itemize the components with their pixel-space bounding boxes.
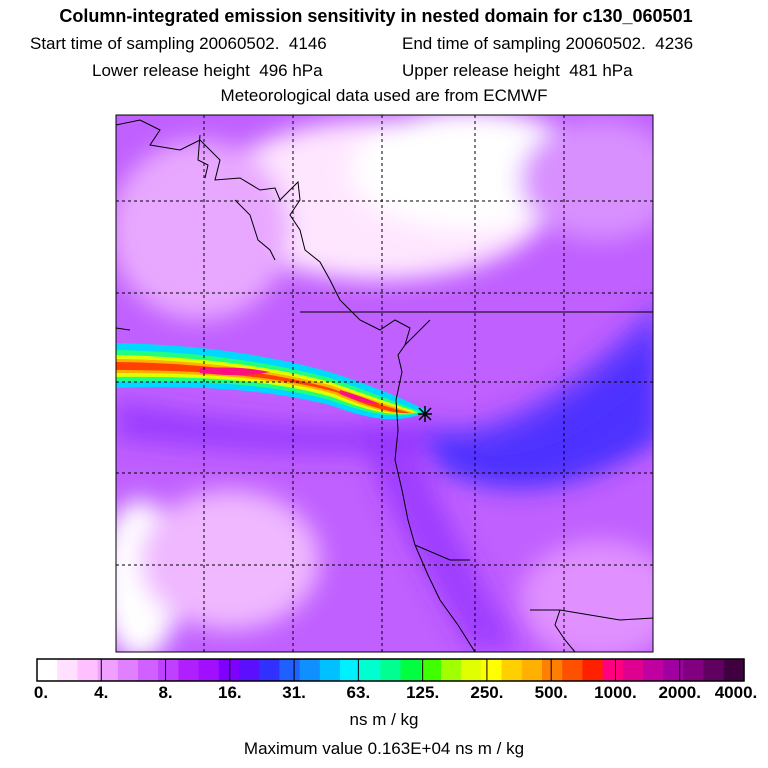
colorbar-swatch [299, 659, 321, 681]
colorbar-swatch [178, 659, 200, 681]
colorbar-swatch [380, 659, 402, 681]
colorbar-swatch [117, 659, 139, 681]
colorbar-tick-label: 8. [158, 683, 173, 702]
colorbar-swatch [461, 659, 482, 681]
colorbar-swatch [602, 659, 624, 681]
colorbar-tick-label: 31. [282, 683, 306, 702]
plume [116, 343, 432, 422]
colorbar-tick-label: 16. [217, 683, 242, 702]
colorbar-tick-label: 63. [346, 683, 371, 702]
colorbar-swatch [703, 659, 725, 681]
upper-release-label: Upper release height 481 hPa [402, 61, 633, 80]
start-time-label: Start time of sampling 20060502. 4146 [30, 34, 327, 53]
chart-title: Column-integrated emission sensitivity i… [59, 6, 693, 26]
units-label: ns m / kg [349, 710, 419, 729]
map-frame [115, 114, 654, 653]
colorbar-swatch [521, 659, 543, 681]
colorbar-swatch [683, 659, 705, 681]
colorbar-tick-label: 0. [33, 683, 49, 702]
colorbar-swatch [319, 659, 341, 681]
colorbar-frame [36, 658, 745, 682]
end-time-label: End time of sampling 20060502. 4236 [402, 34, 694, 53]
colorbar-tick-label: 4. [94, 683, 109, 702]
colorbar-tick-label: 1000. [594, 683, 637, 702]
colorbar-swatch [239, 659, 260, 681]
colorbar-tick-label: 125. [406, 683, 440, 702]
colorbar-swatch [420, 659, 442, 681]
colorbar-swatch [279, 659, 301, 681]
colorbar-swatch [138, 659, 159, 681]
colorbar-swatch [643, 659, 664, 681]
met-data-label: Meteorological data used are from ECMWF [220, 86, 548, 105]
colorbar-tick-label: 250. [470, 683, 504, 702]
colorbar-swatch [481, 659, 503, 681]
colorbar-swatch [542, 659, 563, 681]
max-value-label: Maximum value 0.163E+04 ns m / kg [243, 739, 525, 758]
colorbar-swatch [259, 659, 280, 681]
colorbar-swatch [562, 659, 583, 681]
colorbar-swatch [97, 659, 119, 681]
colorbar-swatch [77, 659, 99, 681]
colorbar-tick-label: 2000. [658, 683, 701, 702]
colorbar-swatch [441, 659, 462, 681]
colorbar-swatch [340, 659, 361, 681]
colorbar-swatch [582, 659, 604, 681]
colorbar [36, 659, 745, 681]
colorbar-swatch [501, 659, 523, 681]
colorbar-swatch [57, 659, 78, 681]
colorbar-swatch [622, 659, 644, 681]
colorbar-swatch [198, 659, 220, 681]
colorbar-swatch [218, 659, 240, 681]
coastline [116, 119, 653, 652]
colorbar-tick-label: 4000. [714, 683, 758, 702]
colorbar-swatch [723, 659, 745, 681]
colorbar-swatch [360, 659, 381, 681]
colorbar-swatch [663, 659, 684, 681]
colorbar-swatch [400, 659, 422, 681]
colorbar-swatch [158, 659, 179, 681]
colorbar-tick-label: 500. [534, 683, 568, 702]
lower-release-label: Lower release height 496 hPa [92, 61, 323, 80]
colorbar-swatch [37, 659, 58, 681]
sensitivity-field [116, 115, 653, 652]
